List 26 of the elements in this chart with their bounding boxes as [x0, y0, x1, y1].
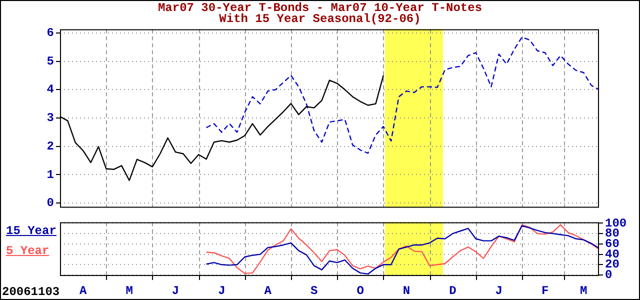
x-tick-label: J — [495, 284, 502, 298]
x-tick-label: A — [80, 284, 88, 298]
text: 15 Year — [6, 224, 56, 238]
x-tick-label: J — [172, 284, 180, 298]
y-tick-label: 6 — [46, 26, 54, 40]
y-tick-label: 4 — [46, 82, 54, 97]
y2-tick-label: 60 — [605, 236, 620, 251]
y-tick-label: 0 — [46, 196, 54, 210]
chart-subtitle: With 15 Year Seasonal(92-06) — [218, 12, 422, 26]
line-series — [206, 36, 600, 154]
x-tick-label: M — [126, 284, 133, 298]
text: 20061103 — [2, 285, 60, 299]
y-tick-label: 2 — [46, 139, 54, 154]
x-tick-label: N — [402, 284, 410, 298]
y2-tick-label: 0 — [605, 268, 612, 282]
y-tick-label: 3 — [46, 111, 54, 126]
x-tick-label: F — [542, 284, 549, 298]
x-tick-label: S — [310, 284, 318, 298]
x-tick-label: D — [449, 284, 456, 298]
y-tick-label: 1 — [46, 168, 54, 182]
x-tick-label: J — [218, 284, 226, 298]
text: 5 Year — [6, 244, 50, 258]
y-tick-label: 5 — [46, 54, 54, 68]
x-tick-label: O — [356, 284, 364, 298]
x-tick-label: A — [264, 284, 272, 298]
x-tick-label: M — [580, 284, 588, 298]
